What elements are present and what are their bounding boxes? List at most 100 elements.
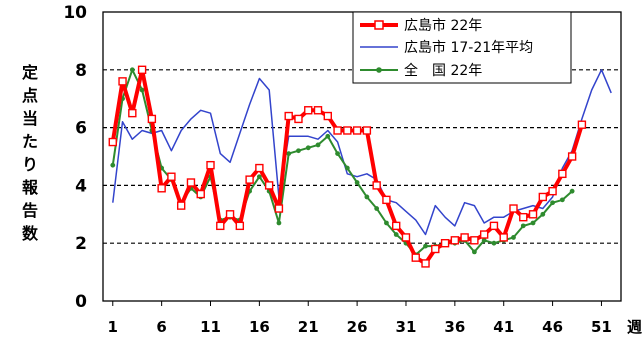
data-point <box>479 230 489 239</box>
series-line-0 <box>112 69 612 236</box>
data-point <box>354 180 360 185</box>
data-point <box>450 236 460 245</box>
data-point <box>206 160 215 170</box>
legend-label-hiroshima-avg: 広島市 17-21年平均 <box>404 39 533 56</box>
data-point <box>157 184 166 193</box>
data-point <box>481 237 487 243</box>
series-line-1 <box>111 68 573 256</box>
data-point <box>323 111 332 121</box>
x-tick-label: 41 <box>493 318 514 336</box>
x-tick-label: 1 <box>108 318 118 336</box>
data-point <box>577 120 587 129</box>
x-tick-label: 21 <box>298 318 319 336</box>
y-axis-label-char: 定 <box>21 63 38 82</box>
y-tick-label: 6 <box>75 119 87 139</box>
data-point <box>315 142 321 148</box>
series-2 <box>108 65 587 268</box>
data-point <box>550 200 555 206</box>
data-point <box>374 206 380 211</box>
y-tick-label: 4 <box>75 176 87 196</box>
data-point <box>530 220 536 226</box>
x-tick-labels: 1 6 11 16 21 26 31 36 41 46 51 <box>108 301 612 336</box>
data-point <box>256 174 262 180</box>
data-point <box>511 235 516 240</box>
y-axis-label-char: 報 <box>22 178 39 197</box>
data-point <box>284 111 293 121</box>
legend-entry-hiroshima-22: 広島市 22年 <box>360 17 482 34</box>
data-point <box>167 172 176 181</box>
legend-entry-national-22: 全 国 22年 <box>360 62 482 79</box>
y-axis-label-char: 数 <box>22 224 39 243</box>
data-point <box>344 165 350 171</box>
data-point <box>519 212 528 222</box>
data-point <box>470 236 479 245</box>
data-point <box>264 181 274 190</box>
x-tick-label: 6 <box>156 318 166 336</box>
data-point <box>216 221 225 231</box>
data-point <box>499 233 508 242</box>
y-tick-labels: 0 2 4 6 8 10 <box>63 3 87 312</box>
data-point <box>335 151 340 157</box>
data-point <box>255 163 264 173</box>
y-axis-label-char: 点 <box>22 86 38 105</box>
data-point <box>333 126 342 135</box>
data-point <box>382 195 391 205</box>
data-point <box>245 175 254 184</box>
x-tick-label: 31 <box>396 318 417 336</box>
grid-lines <box>103 69 621 244</box>
legend-label-hiroshima-22: 広島市 22年 <box>404 17 482 34</box>
data-point <box>471 249 477 255</box>
y-axis-label-char: た <box>22 132 38 151</box>
data-point <box>118 77 127 86</box>
data-point <box>147 114 157 124</box>
x-tick-label: 46 <box>542 318 563 336</box>
data-point <box>421 259 430 268</box>
data-point <box>569 188 575 194</box>
data-point <box>540 211 546 217</box>
data-point <box>296 148 301 154</box>
series-lines <box>108 65 612 268</box>
x-tick-label: 16 <box>249 318 270 336</box>
series-0 <box>112 69 612 236</box>
data-point <box>186 178 196 187</box>
data-point <box>528 210 538 219</box>
data-point <box>372 181 381 190</box>
data-point <box>137 65 147 75</box>
y-axis-label-char: 告 <box>22 201 38 220</box>
data-point <box>294 114 303 124</box>
data-point <box>393 232 399 237</box>
data-point <box>313 106 323 115</box>
data-point <box>489 221 499 231</box>
y-axis-label-char: り <box>22 155 38 174</box>
y-tick-label: 2 <box>75 234 87 254</box>
data-point <box>392 221 401 231</box>
data-point <box>431 244 440 254</box>
legend-label-national-22: 全 国 22年 <box>404 62 482 79</box>
data-point <box>538 192 548 202</box>
data-point <box>110 162 116 168</box>
data-point <box>384 220 389 226</box>
data-point <box>491 240 497 246</box>
data-point <box>364 194 370 200</box>
data-point <box>411 253 420 262</box>
x-tick-label: 51 <box>591 318 612 336</box>
data-point <box>352 126 362 135</box>
x-tick-label: 11 <box>200 318 221 336</box>
data-point <box>558 169 567 179</box>
data-point <box>129 67 135 73</box>
data-point <box>235 221 245 231</box>
legend: 広島市 22年 広島市 17-21年平均 全 国 22年 <box>352 11 572 84</box>
data-point <box>304 106 313 115</box>
legend-entry-hiroshima-avg: 広島市 17-21年平均 <box>360 39 533 56</box>
data-point <box>325 133 331 139</box>
data-point <box>176 201 186 210</box>
data-point <box>286 151 292 157</box>
x-tick-label: 36 <box>444 318 465 336</box>
data-point <box>460 233 469 242</box>
data-point <box>343 126 352 135</box>
data-point <box>440 238 450 248</box>
data-point <box>401 233 411 242</box>
y-tick-label: 0 <box>75 292 87 312</box>
